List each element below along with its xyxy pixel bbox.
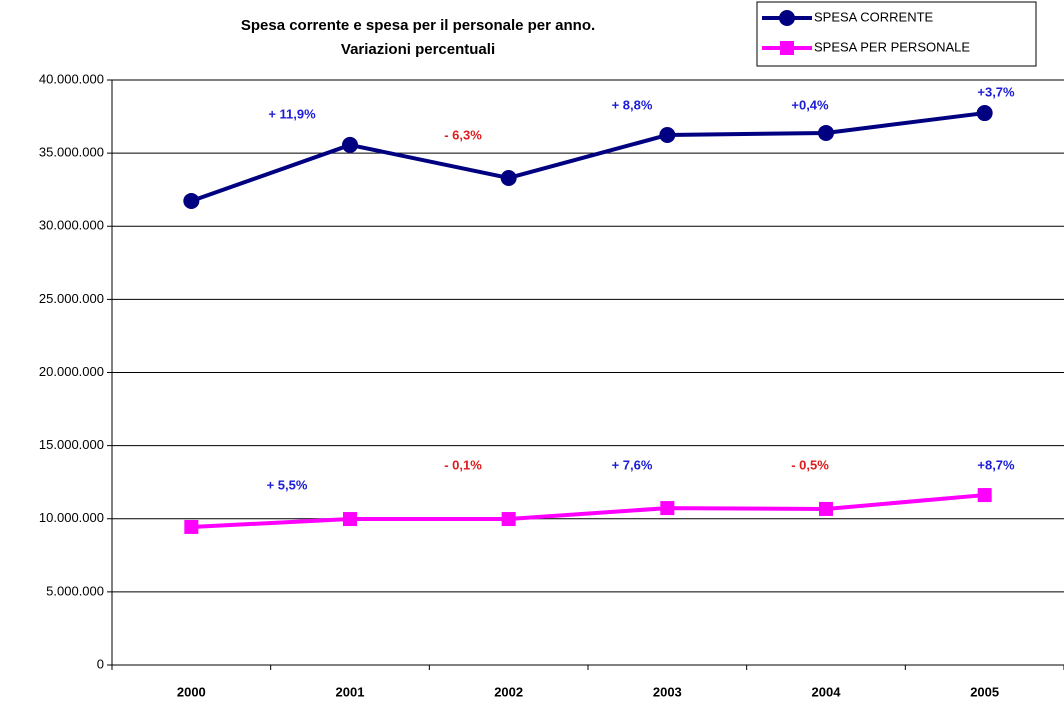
point [501,512,516,527]
point [977,488,992,503]
annotation: + 8,8% [612,97,653,112]
annotation: +3,7% [977,84,1015,99]
point [342,136,358,153]
y-tick-label: 30.000.000 [39,218,104,233]
annotation: - 6,3% [444,127,482,142]
annotation: - 0,5% [791,457,829,472]
y-tick-label: 0 [97,656,104,671]
y-tick-label: 20.000.000 [39,364,104,379]
legend-marker [780,41,794,55]
y-tick-label: 35.000.000 [39,145,104,160]
point [819,501,833,516]
annotation: - 0,1% [444,457,482,472]
point [976,105,993,122]
series-line [191,493,985,529]
y-tick-label: 5.000.000 [46,583,104,598]
point [660,501,675,516]
annotation: +8,7% [977,457,1015,472]
chart-subtitle: Variazioni percentuali [341,41,495,58]
y-tick-label: 25.000.000 [39,291,104,306]
annotation: + 7,6% [612,457,653,472]
x-tick-label: 2005 [970,684,999,699]
x-tick-label: 2002 [494,684,523,699]
point [500,169,517,186]
point [183,192,200,209]
y-tick-label: 40.000.000 [39,71,104,86]
series-line [190,111,985,203]
legend-marker [779,10,795,26]
annotation: +0,4% [791,97,829,112]
point [184,519,199,534]
point [659,126,676,143]
legend-label: SPESA CORRENTE [814,9,934,24]
x-tick-label: 2001 [336,684,365,699]
x-tick-label: 2004 [812,684,842,699]
legend-box [756,1,1037,67]
point [343,512,357,527]
x-tick-label: 2003 [653,684,682,699]
annotation: + 5,5% [267,477,308,492]
point [818,124,834,141]
x-tick-label: 2000 [177,684,206,699]
y-tick-label: 10.000.000 [39,510,104,525]
legend-label: SPESA PER PERSONALE [814,39,970,54]
annotation: + 11,9% [268,106,316,121]
y-tick-label: 15.000.000 [39,437,104,452]
chart-title: Spesa corrente e spesa per il personale … [241,17,595,34]
